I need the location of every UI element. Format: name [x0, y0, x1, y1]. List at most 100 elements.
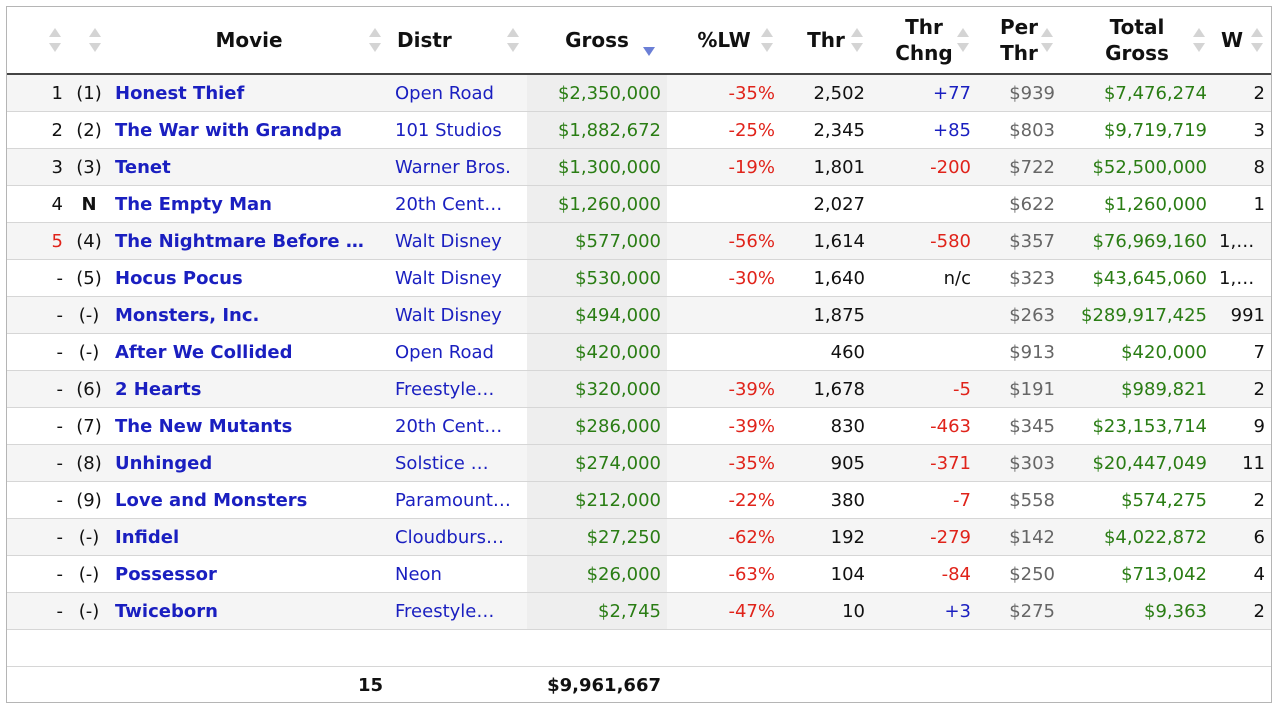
- distributor-link[interactable]: Cloudburs…: [389, 518, 527, 556]
- per-theater-cell: $263: [977, 296, 1061, 334]
- pct-lw-cell: -19%: [667, 148, 781, 186]
- gross-cell: $2,745: [527, 592, 667, 630]
- col-header-rank[interactable]: [7, 7, 69, 75]
- col-header-last-week[interactable]: [69, 7, 109, 75]
- rank-cell: -: [7, 333, 69, 371]
- col-header-per-thr[interactable]: Per Thr: [977, 7, 1061, 75]
- weeks-cell: 2: [1213, 370, 1271, 408]
- sort-arrows-icon: [1041, 28, 1053, 52]
- footer-gross-total: $9,961,667: [527, 666, 667, 702]
- weeks-cell: 11: [1213, 444, 1271, 482]
- theaters-cell: 830: [781, 407, 871, 445]
- movie-title-link[interactable]: Unhinged: [109, 444, 389, 482]
- movie-title-link[interactable]: The New Mutants: [109, 407, 389, 445]
- table-row: 4 N The Empty Man 20th Cent… $1,260,000 …: [7, 185, 1271, 223]
- total-gross-cell: $20,447,049: [1061, 444, 1213, 482]
- distributor-link[interactable]: Freestyle…: [389, 370, 527, 408]
- theaters-cell: 1,614: [781, 222, 871, 260]
- weeks-cell: 1,424: [1213, 259, 1271, 297]
- sort-arrows-icon: [761, 28, 773, 52]
- rank-cell: -: [7, 444, 69, 482]
- last-week-rank-cell: N: [69, 185, 109, 223]
- movie-title-link[interactable]: After We Collided: [109, 333, 389, 371]
- distributor-link[interactable]: 101 Studios: [389, 111, 527, 149]
- distributor-link[interactable]: 20th Cent…: [389, 185, 527, 223]
- movie-title-link[interactable]: The Nightmare Before …: [109, 222, 389, 260]
- pct-lw-cell: -25%: [667, 111, 781, 149]
- gross-cell: $530,000: [527, 259, 667, 297]
- movie-title-link[interactable]: Honest Thief: [109, 74, 389, 112]
- distributor-link[interactable]: Walt Disney: [389, 222, 527, 260]
- weeks-cell: 9: [1213, 407, 1271, 445]
- movie-title-link[interactable]: Tenet: [109, 148, 389, 186]
- distributor-link[interactable]: Open Road: [389, 74, 527, 112]
- col-header-weeks[interactable]: W: [1213, 7, 1271, 75]
- col-header-gross[interactable]: Gross: [527, 7, 667, 75]
- weeks-cell: 1: [1213, 185, 1271, 223]
- movie-title-link[interactable]: Possessor: [109, 555, 389, 593]
- distributor-link[interactable]: Walt Disney: [389, 259, 527, 297]
- movie-title-link[interactable]: The Empty Man: [109, 185, 389, 223]
- theater-change-cell: -84: [871, 555, 977, 593]
- distributor-link[interactable]: Neon: [389, 555, 527, 593]
- theaters-cell: 1,678: [781, 370, 871, 408]
- total-gross-cell: $9,719,719: [1061, 111, 1213, 149]
- total-gross-cell: $989,821: [1061, 370, 1213, 408]
- last-week-rank-cell: (9): [69, 481, 109, 519]
- gross-cell: $2,350,000: [527, 74, 667, 112]
- movie-title-link[interactable]: Monsters, Inc.: [109, 296, 389, 334]
- pct-lw-cell: -30%: [667, 259, 781, 297]
- distributor-link[interactable]: 20th Cent…: [389, 407, 527, 445]
- movie-title-link[interactable]: Love and Monsters: [109, 481, 389, 519]
- movie-title-link[interactable]: The War with Grandpa: [109, 111, 389, 149]
- weeks-cell: 2: [1213, 592, 1271, 630]
- table-row: - (6) 2 Hearts Freestyle… $320,000 -39% …: [7, 370, 1271, 408]
- total-gross-cell: $52,500,000: [1061, 148, 1213, 186]
- per-theater-cell: $939: [977, 74, 1061, 112]
- pct-lw-cell: -35%: [667, 74, 781, 112]
- pct-lw-cell: [667, 185, 781, 223]
- rank-cell: -: [7, 555, 69, 593]
- weeks-cell: 3: [1213, 111, 1271, 149]
- distributor-link[interactable]: Paramount…: [389, 481, 527, 519]
- distributor-link[interactable]: Freestyle…: [389, 592, 527, 630]
- col-header-total-gross[interactable]: Total Gross: [1061, 7, 1213, 75]
- total-gross-cell: $43,645,060: [1061, 259, 1213, 297]
- table-row: - (5) Hocus Pocus Walt Disney $530,000 -…: [7, 259, 1271, 297]
- table-row: - (-) Monsters, Inc. Walt Disney $494,00…: [7, 296, 1271, 334]
- gross-cell: $274,000: [527, 444, 667, 482]
- per-theater-cell: $722: [977, 148, 1061, 186]
- last-week-rank-cell: (1): [69, 74, 109, 112]
- weeks-cell: 2: [1213, 74, 1271, 112]
- rank-cell: -: [7, 481, 69, 519]
- movie-title-link[interactable]: 2 Hearts: [109, 370, 389, 408]
- col-header-thr-chng[interactable]: Thr Chng: [871, 7, 977, 75]
- col-header-thr[interactable]: Thr: [781, 7, 871, 75]
- distributor-link[interactable]: Warner Bros.: [389, 148, 527, 186]
- col-header-pct-lw[interactable]: %LW: [667, 7, 781, 75]
- distributor-link[interactable]: Solstice …: [389, 444, 527, 482]
- col-header-movie[interactable]: Movie: [109, 7, 389, 75]
- movie-title-link[interactable]: Hocus Pocus: [109, 259, 389, 297]
- total-gross-cell: $1,260,000: [1061, 185, 1213, 223]
- theater-change-cell: n/c: [871, 259, 977, 297]
- theaters-cell: 104: [781, 555, 871, 593]
- distributor-link[interactable]: Open Road: [389, 333, 527, 371]
- total-gross-cell: $7,476,274: [1061, 74, 1213, 112]
- movie-title-link[interactable]: Twiceborn: [109, 592, 389, 630]
- table-row: 1 (1) Honest Thief Open Road $2,350,000 …: [7, 74, 1271, 112]
- col-header-distr[interactable]: Distr: [389, 7, 527, 75]
- theater-change-cell: [871, 296, 977, 334]
- theater-change-cell: -7: [871, 481, 977, 519]
- rank-cell: 3: [7, 148, 69, 186]
- movie-title-link[interactable]: Infidel: [109, 518, 389, 556]
- pct-lw-cell: -56%: [667, 222, 781, 260]
- last-week-rank-cell: (5): [69, 259, 109, 297]
- last-week-rank-cell: (6): [69, 370, 109, 408]
- per-theater-cell: $275: [977, 592, 1061, 630]
- distributor-link[interactable]: Walt Disney: [389, 296, 527, 334]
- empty-row: [7, 629, 1271, 667]
- theater-change-cell: [871, 185, 977, 223]
- footer-count: 15: [109, 666, 389, 702]
- per-theater-cell: $191: [977, 370, 1061, 408]
